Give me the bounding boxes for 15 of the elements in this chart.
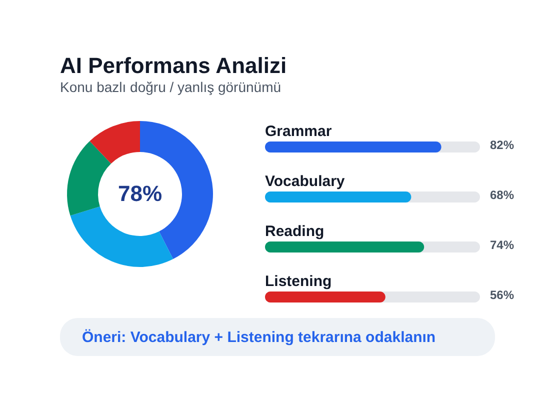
data-label: 56% — [490, 288, 514, 302]
data-label: 82% — [490, 138, 514, 152]
donut-slice — [67, 141, 112, 216]
data-label: 74% — [490, 238, 514, 252]
category-label: Grammar — [265, 123, 332, 140]
text: Öneri: Vocabulary + Listening tekrarına odaklanın — [82, 329, 436, 346]
donut-slice — [70, 206, 174, 267]
category-label: Vocabulary — [265, 173, 345, 190]
chart-subtitle: Konu bazlı doğru / yanlış görünümü — [60, 79, 282, 95]
data-label: 68% — [490, 188, 514, 202]
chart-title: AI Performans Analizi — [60, 53, 287, 78]
donut-slice — [90, 121, 140, 164]
text: 78% — [118, 181, 162, 206]
category-label: Listening — [265, 273, 332, 290]
category-label: Reading — [265, 223, 324, 240]
